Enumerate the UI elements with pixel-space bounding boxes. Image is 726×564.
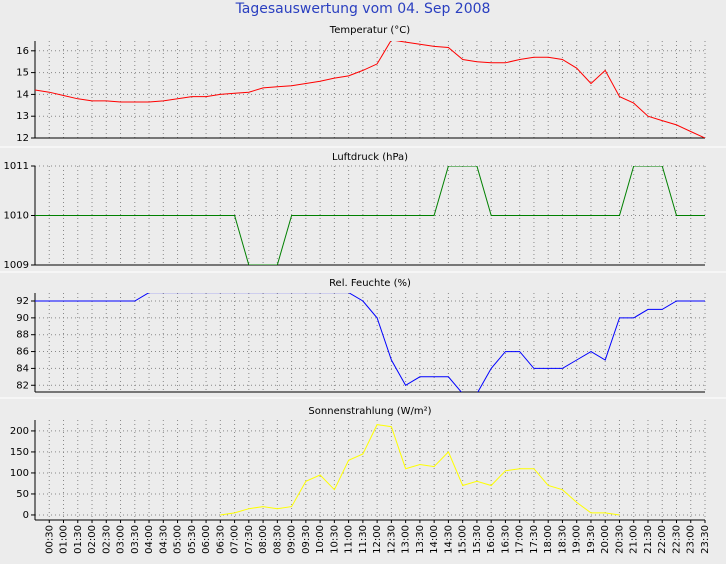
- x-tick-label: 16:00: [486, 525, 497, 554]
- x-tick-label: 18:00: [543, 525, 554, 554]
- x-tick-label: 17:30: [529, 525, 540, 554]
- y-tick-label: 90: [16, 313, 29, 324]
- x-tick-label: 06:30: [215, 525, 226, 554]
- panel-title: Temperatur (°C): [329, 25, 410, 36]
- panel-title: Sonnenstrahlung (W/m²): [308, 406, 431, 417]
- x-tick-label: 08:30: [272, 525, 283, 554]
- data-line: [35, 293, 705, 392]
- x-tick-label: 19:30: [586, 525, 597, 554]
- x-tick-label: 01:30: [73, 525, 84, 554]
- x-tick-label: 11:00: [344, 525, 355, 554]
- x-tick-label: 08:00: [258, 525, 269, 554]
- x-tick-label: 03:30: [130, 525, 141, 554]
- panel: Rel. Feuchte (%) 82 84 86 88 90 92: [16, 278, 706, 393]
- panel-title: Rel. Feuchte (%): [329, 278, 411, 289]
- x-tick-label: 04:30: [158, 525, 169, 554]
- x-tick-label: 00:30: [44, 525, 55, 554]
- x-tick-label: 12:30: [386, 525, 397, 554]
- panel: Luftdruck (hPa) 1009 1010 1011: [4, 152, 706, 271]
- x-tick-label: 09:00: [287, 525, 298, 554]
- x-tick-label: 03:00: [116, 525, 127, 554]
- x-tick-label: 22:30: [671, 525, 682, 554]
- y-tick-label: 100: [10, 468, 29, 479]
- data-line: [35, 41, 705, 138]
- y-tick-label: 1011: [4, 161, 29, 172]
- y-tick-label: 0: [23, 510, 29, 521]
- y-tick-label: 200: [10, 426, 29, 437]
- y-tick-label: 88: [16, 330, 29, 341]
- x-tick-label: 20:00: [600, 525, 611, 554]
- x-tick-label: 13:30: [415, 525, 426, 554]
- x-tick-label: 10:30: [329, 525, 340, 554]
- x-tick-label: 05:30: [187, 525, 198, 554]
- y-tick-label: 86: [16, 347, 29, 358]
- y-tick-label: 14: [16, 89, 29, 100]
- panel: Temperatur (°C) 12 13 14 15 16: [16, 25, 706, 144]
- y-tick-label: 1009: [4, 260, 29, 271]
- x-tick-label: 15:00: [458, 525, 469, 554]
- x-tick-label: 14:30: [443, 525, 454, 554]
- x-tick-label: 14:00: [429, 525, 440, 554]
- x-tick-label: 17:00: [515, 525, 526, 554]
- x-tick-label: 02:30: [101, 525, 112, 554]
- x-tick-label: 07:30: [244, 525, 255, 554]
- x-tick-label: 13:00: [401, 525, 412, 554]
- y-tick-label: 82: [16, 380, 29, 391]
- x-tick-label: 05:00: [173, 525, 184, 554]
- y-tick-label: 50: [16, 489, 29, 500]
- x-tick-label: 06:00: [201, 525, 212, 554]
- y-tick-label: 1010: [4, 211, 29, 222]
- y-tick-label: 16: [16, 46, 29, 57]
- x-tick-label: 19:00: [572, 525, 583, 554]
- x-tick-label: 18:30: [557, 525, 568, 554]
- x-tick-label: 12:00: [372, 525, 383, 554]
- x-tick-label: 20:30: [614, 525, 625, 554]
- x-tick-label: 07:00: [230, 525, 241, 554]
- y-tick-label: 15: [16, 68, 29, 79]
- x-tick-label: 04:00: [144, 525, 155, 554]
- x-tick-label: 23:30: [700, 525, 711, 554]
- x-tick-label: 10:00: [315, 525, 326, 554]
- y-tick-label: 92: [16, 296, 29, 307]
- x-tick-label: 21:00: [629, 525, 640, 554]
- x-tick-label: 15:30: [472, 525, 483, 554]
- panel-title: Luftdruck (hPa): [332, 152, 408, 163]
- data-line: [35, 166, 705, 265]
- y-tick-label: 150: [10, 447, 29, 458]
- data-line: [220, 424, 620, 516]
- x-tick-label: 02:00: [87, 525, 98, 554]
- x-tick-label: 01:00: [59, 525, 70, 554]
- x-tick-label: 16:30: [500, 525, 511, 554]
- x-tick-label: 11:30: [358, 525, 369, 554]
- x-tick-label: 21:30: [643, 525, 654, 554]
- y-tick-label: 13: [16, 111, 29, 122]
- x-tick-label: 09:30: [301, 525, 312, 554]
- x-tick-label: 22:00: [657, 525, 668, 554]
- y-tick-label: 84: [16, 363, 29, 374]
- panel: Sonnenstrahlung (W/m²) 0 50 100 150 200 00:30 0…: [10, 406, 711, 554]
- x-tick-label: 23:00: [686, 525, 697, 554]
- page-title: Tagesauswertung vom 04. Sep 2008: [235, 1, 491, 17]
- y-tick-label: 12: [16, 133, 29, 144]
